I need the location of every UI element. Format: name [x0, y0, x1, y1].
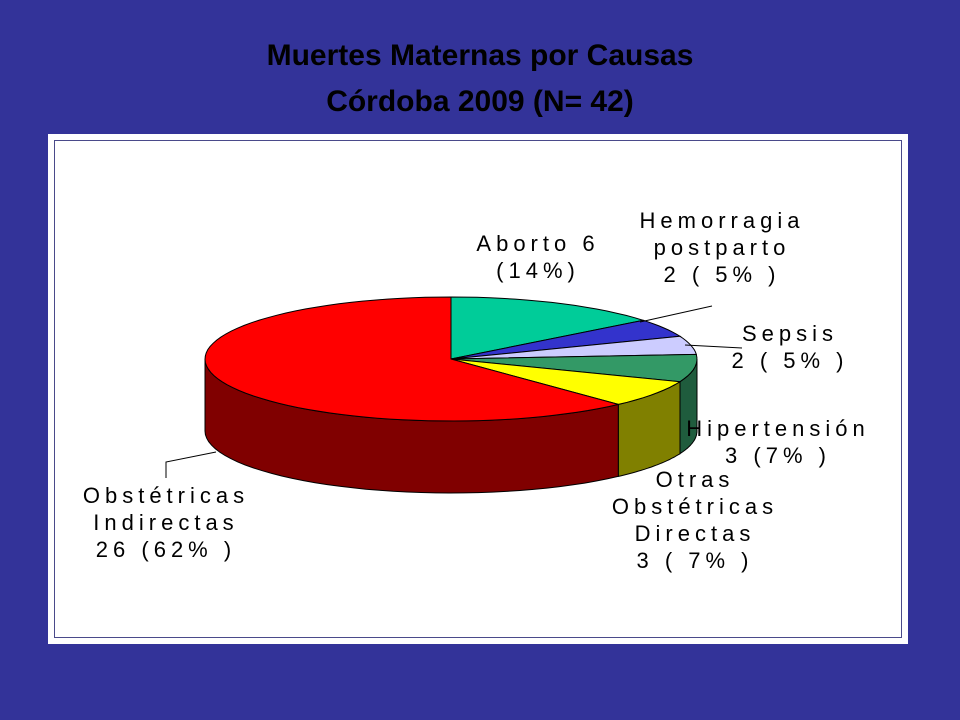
chart-frame [54, 140, 902, 638]
leader-line-hemorragia [639, 305, 713, 323]
slice-label-hemorragia: Hemorragia postparto 2 ( 5% ) [640, 208, 805, 287]
slice-label-line: Otras [656, 467, 735, 492]
slice-label-line: 3 ( 7% ) [636, 548, 753, 573]
pie-slice-otras [450, 358, 682, 405]
slice-label-line: Sepsis [742, 321, 838, 346]
pie-slice-indirectas [204, 296, 619, 422]
slice-label-line: Hipertensión [686, 416, 870, 441]
slice-label-aborto: Aborto 6 (14%) [476, 231, 599, 283]
pie-slice-hipertension [450, 353, 698, 383]
slice-label-line: 3 (7% ) [725, 443, 831, 468]
slice-label-line: 2 ( 5% ) [731, 348, 848, 373]
slice-label-line: postparto [654, 235, 791, 260]
slice-label-line: Obstétricas [612, 494, 778, 519]
slice-label-indirectas: Obstétricas Indirectas 26 (62% ) [83, 483, 249, 562]
chart-title: Muertes Maternas por Causas [266, 39, 694, 72]
leader-line-sepsis [684, 344, 743, 349]
slice-label-line: (14%) [496, 258, 580, 283]
slice-label-hipertension: Hipertensión 3 (7% ) [686, 416, 870, 468]
slice-label-line: 26 (62% ) [96, 537, 236, 562]
slice-label-line: Hemorragia [640, 208, 805, 233]
slice-label-otras: Otras Obstétricas Directas 3 ( 7% ) [612, 467, 778, 573]
chart-subtitle: Córdoba 2009 (N= 42) [326, 85, 634, 118]
slice-label-line: Indirectas [93, 510, 238, 535]
slice-label-line: Directas [635, 521, 756, 546]
leader-line-indirectas [165, 451, 217, 478]
pie-slice-aborto [450, 296, 644, 360]
slice-label-sepsis: Sepsis 2 ( 5% ) [731, 321, 848, 373]
slice-label-line: Aborto 6 [476, 231, 599, 256]
pie-slice-hemorragia [450, 319, 682, 360]
slice-label-line: Obstétricas [83, 483, 249, 508]
slice-label-line: 2 ( 5% ) [663, 262, 780, 287]
